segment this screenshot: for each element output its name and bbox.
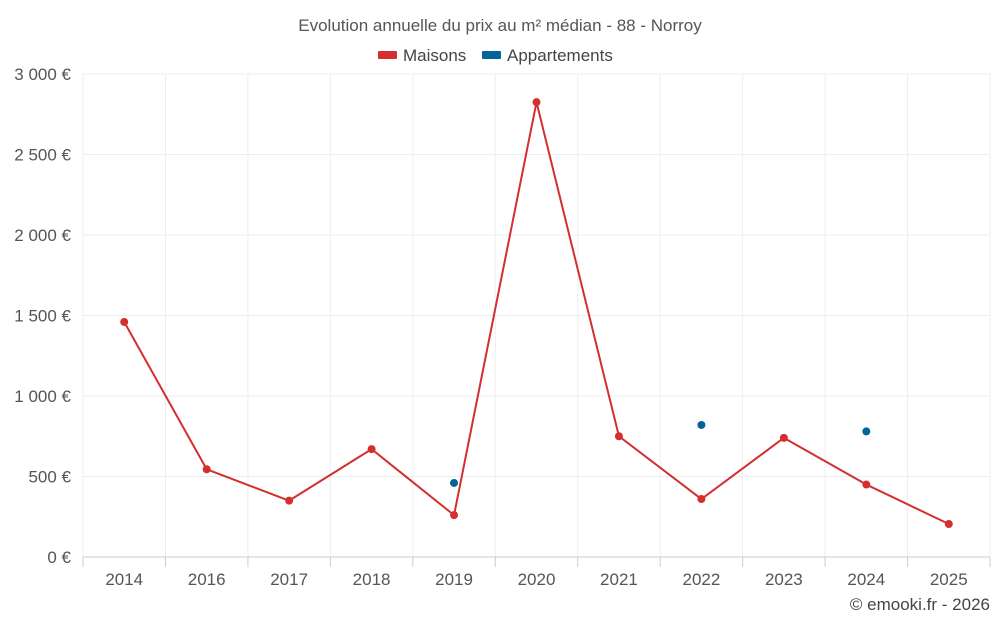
- data-point-maisons[interactable]: [779, 433, 788, 442]
- x-tick-label: 2025: [930, 570, 968, 589]
- axis-layer: [82, 556, 991, 567]
- data-point-maisons[interactable]: [944, 519, 953, 528]
- y-tick-label: 0 €: [47, 548, 71, 567]
- data-point-maisons[interactable]: [120, 317, 129, 326]
- x-tick-label: 2020: [518, 570, 556, 589]
- y-axis-ticks: 0 € 500 € 1 000 € 1 500 € 2 000 € 2 500 € 3 00…: [14, 65, 71, 567]
- x-tick-label: 2014: [105, 570, 143, 589]
- x-tick-label: 2022: [682, 570, 720, 589]
- x-tick-label: 2021: [600, 570, 638, 589]
- y-tick-label: 3 000 €: [14, 65, 71, 84]
- y-tick-label: 2 000 €: [14, 226, 71, 245]
- x-tick-label: 2024: [847, 570, 885, 589]
- data-point-appartements[interactable]: [450, 478, 459, 487]
- data-point-maisons[interactable]: [285, 496, 294, 505]
- legend-label-maisons: Maisons: [403, 46, 466, 65]
- legend-item-appartements[interactable]: Appartements: [482, 46, 613, 65]
- y-tick-label: 2 500 €: [14, 146, 71, 165]
- data-point-maisons[interactable]: [202, 465, 211, 474]
- y-tick-label: 500 €: [28, 468, 71, 487]
- x-tick-label: 2016: [188, 570, 226, 589]
- data-point-maisons[interactable]: [450, 511, 459, 520]
- chart-title: Evolution annuelle du prix au m² médian …: [298, 16, 702, 35]
- legend-swatch-maisons: [378, 51, 397, 59]
- grid-layer: [82, 73, 991, 557]
- data-point-maisons[interactable]: [697, 495, 706, 504]
- data-point-appartements[interactable]: [862, 427, 871, 436]
- x-axis-ticks: 2014 2016 2017 2018 2019 2020 2021 2022 2023 2024…: [105, 570, 967, 589]
- data-point-maisons[interactable]: [367, 445, 376, 454]
- y-tick-label: 1 500 €: [14, 307, 71, 326]
- data-point-maisons[interactable]: [614, 432, 623, 441]
- legend-label-appartements: Appartements: [507, 46, 613, 65]
- legend-item-maisons[interactable]: Maisons: [378, 46, 466, 65]
- data-point-appartements[interactable]: [697, 420, 706, 429]
- x-tick-label: 2019: [435, 570, 473, 589]
- x-tick-label: 2018: [353, 570, 391, 589]
- chart-legend: Maisons Appartements: [378, 46, 613, 65]
- x-tick-label: 2023: [765, 570, 803, 589]
- y-tick-label: 1 000 €: [14, 387, 71, 406]
- data-point-maisons[interactable]: [532, 98, 541, 107]
- x-tick-label: 2017: [270, 570, 308, 589]
- series-layer: [120, 98, 953, 528]
- data-point-maisons[interactable]: [862, 480, 871, 489]
- credit-text: © emooki.fr - 2026: [850, 595, 990, 614]
- legend-swatch-appartements: [482, 51, 501, 59]
